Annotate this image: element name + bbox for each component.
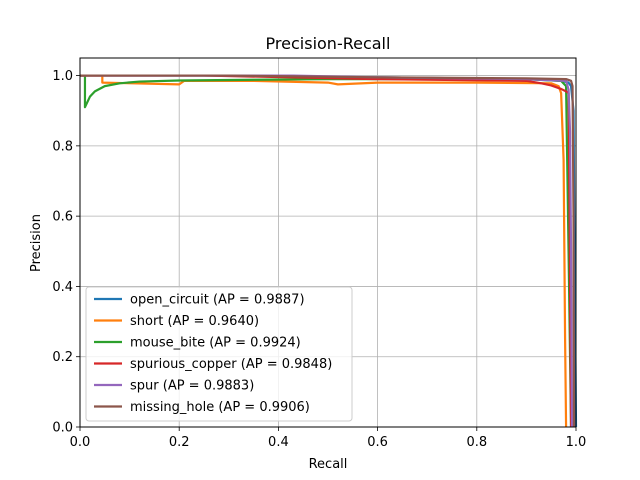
- legend-label: spurious_copper (AP = 0.9848): [130, 357, 332, 372]
- series-line-5: [80, 74, 576, 428]
- axis-ticks: 0.0 0.2 0.4 0.6 0.8 1.0 0.0 0.2 0.4 0.6 0.8 1.0: [52, 69, 586, 450]
- x-tick-label: 0.0: [70, 435, 91, 450]
- series-lines: [80, 74, 578, 428]
- series-line-1: [80, 74, 568, 428]
- series-line-3: [80, 74, 573, 428]
- legend: open_circuit (AP = 0.9887) short (AP = 0.…: [85, 286, 353, 422]
- y-tick-label: 0.6: [52, 210, 73, 225]
- legend-label: missing_hole (AP = 0.9906): [130, 400, 310, 415]
- x-tick-label: 1.0: [566, 435, 587, 450]
- y-tick-label: 1.0: [52, 69, 73, 84]
- x-tick-label: 0.2: [169, 435, 190, 450]
- chart-title: Precision-Recall: [266, 34, 391, 53]
- y-tick-label: 0.4: [52, 280, 73, 295]
- y-tick-label: 0.8: [52, 139, 73, 154]
- x-tick-label: 0.8: [466, 435, 487, 450]
- y-tick-label: 0.0: [52, 421, 73, 436]
- legend-label: spur (AP = 0.9883): [130, 379, 254, 394]
- legend-label: mouse_bite (AP = 0.9924): [130, 336, 301, 351]
- x-tick-label: 0.6: [367, 435, 388, 450]
- y-axis-label: Precision: [29, 214, 44, 272]
- y-tick-label: 0.2: [52, 350, 73, 365]
- plot-frame: [79, 57, 577, 428]
- legend-label: short (AP = 0.9640): [130, 314, 259, 329]
- series-line-2: [80, 74, 573, 428]
- x-axis-label: Recall: [309, 457, 348, 472]
- x-tick-label: 0.4: [268, 435, 289, 450]
- legend-box: [85, 286, 353, 422]
- legend-label: open_circuit (AP = 0.9887): [130, 293, 305, 308]
